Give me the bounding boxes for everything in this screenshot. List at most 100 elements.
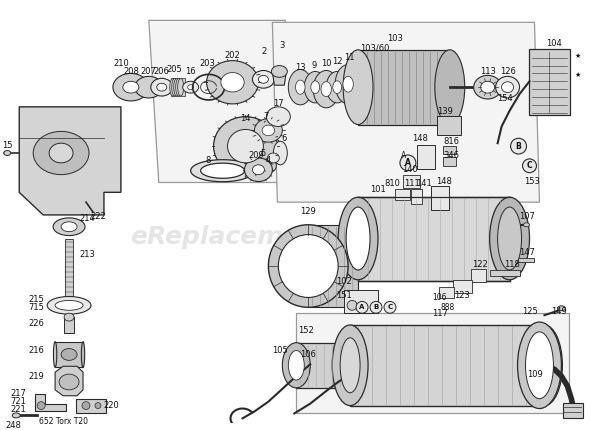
Text: 9: 9 (312, 61, 317, 70)
Circle shape (37, 402, 45, 409)
Text: 139: 139 (437, 107, 453, 116)
Text: ★: ★ (574, 72, 581, 78)
Text: 151: 151 (336, 291, 352, 300)
Text: 103: 103 (387, 34, 403, 43)
Text: ★: ★ (574, 53, 581, 58)
Ellipse shape (271, 65, 287, 77)
Text: B: B (373, 304, 379, 310)
Circle shape (510, 138, 526, 154)
Ellipse shape (490, 197, 529, 280)
Text: eReplacementParts.com: eReplacementParts.com (130, 224, 470, 249)
Ellipse shape (268, 225, 348, 307)
Text: 7: 7 (264, 112, 269, 121)
Ellipse shape (273, 141, 287, 165)
Ellipse shape (321, 82, 332, 97)
Ellipse shape (502, 82, 513, 92)
Circle shape (523, 159, 536, 173)
Text: 222: 222 (90, 212, 106, 221)
Text: 208: 208 (123, 67, 139, 76)
Ellipse shape (59, 374, 79, 390)
Text: 13: 13 (295, 63, 306, 72)
Ellipse shape (113, 74, 149, 101)
Ellipse shape (47, 297, 91, 314)
Ellipse shape (260, 159, 276, 173)
Text: 15: 15 (2, 141, 12, 150)
Text: 202: 202 (225, 51, 240, 60)
Text: 816: 816 (444, 137, 460, 146)
Text: 207: 207 (141, 67, 157, 76)
Circle shape (356, 301, 368, 313)
Text: 10: 10 (321, 59, 332, 68)
Circle shape (370, 301, 382, 313)
Ellipse shape (53, 218, 85, 236)
Text: 103/60: 103/60 (360, 43, 390, 52)
Ellipse shape (54, 342, 57, 367)
Ellipse shape (346, 207, 370, 270)
Text: 888: 888 (441, 303, 455, 312)
Circle shape (347, 301, 357, 310)
FancyBboxPatch shape (404, 175, 421, 188)
Polygon shape (201, 163, 244, 178)
Ellipse shape (188, 85, 194, 89)
Polygon shape (296, 313, 569, 413)
FancyBboxPatch shape (443, 157, 456, 166)
Text: 5: 5 (261, 150, 266, 159)
Ellipse shape (333, 81, 342, 93)
Polygon shape (273, 22, 539, 202)
Ellipse shape (289, 350, 304, 380)
Text: 652 Torx T20: 652 Torx T20 (39, 417, 88, 426)
Text: 147: 147 (520, 248, 536, 257)
Text: 217: 217 (10, 389, 26, 398)
Text: 111: 111 (404, 179, 419, 188)
Text: 129: 129 (300, 208, 316, 216)
Ellipse shape (526, 325, 562, 405)
Text: 117: 117 (432, 309, 448, 318)
Text: 141: 141 (416, 179, 432, 188)
Ellipse shape (178, 78, 183, 96)
Ellipse shape (170, 78, 176, 96)
Ellipse shape (313, 71, 339, 108)
Ellipse shape (12, 413, 20, 418)
FancyBboxPatch shape (411, 189, 422, 204)
Polygon shape (191, 160, 254, 182)
Text: 148: 148 (412, 134, 428, 143)
Text: 810: 810 (384, 179, 400, 188)
Text: 248: 248 (5, 421, 21, 430)
Text: 11: 11 (344, 53, 355, 62)
FancyBboxPatch shape (443, 146, 456, 154)
Polygon shape (64, 317, 74, 333)
Text: A: A (359, 304, 365, 310)
Ellipse shape (523, 223, 529, 227)
Ellipse shape (214, 117, 277, 175)
Ellipse shape (49, 143, 73, 163)
Text: 109: 109 (527, 370, 542, 379)
Ellipse shape (326, 71, 348, 103)
Ellipse shape (221, 73, 244, 92)
Ellipse shape (343, 77, 353, 92)
Ellipse shape (151, 78, 173, 96)
Text: 715: 715 (28, 303, 44, 312)
Text: 122: 122 (472, 260, 487, 269)
Text: 106: 106 (300, 350, 316, 359)
Text: 220: 220 (103, 401, 119, 410)
Ellipse shape (172, 78, 178, 96)
FancyBboxPatch shape (471, 270, 486, 282)
Polygon shape (35, 394, 66, 412)
Ellipse shape (526, 332, 553, 399)
Text: 113: 113 (480, 67, 496, 76)
Text: 107: 107 (520, 212, 536, 221)
Text: 125: 125 (522, 307, 537, 316)
Text: 153: 153 (525, 177, 540, 186)
Text: 140: 140 (402, 165, 418, 174)
Ellipse shape (267, 153, 279, 163)
Text: 346: 346 (444, 151, 460, 160)
Ellipse shape (497, 207, 522, 270)
Polygon shape (65, 239, 73, 295)
Ellipse shape (254, 119, 283, 142)
Ellipse shape (4, 150, 11, 156)
FancyBboxPatch shape (453, 280, 472, 293)
Circle shape (95, 402, 101, 408)
Text: 16: 16 (185, 67, 196, 76)
Polygon shape (55, 366, 83, 396)
Ellipse shape (517, 322, 562, 408)
